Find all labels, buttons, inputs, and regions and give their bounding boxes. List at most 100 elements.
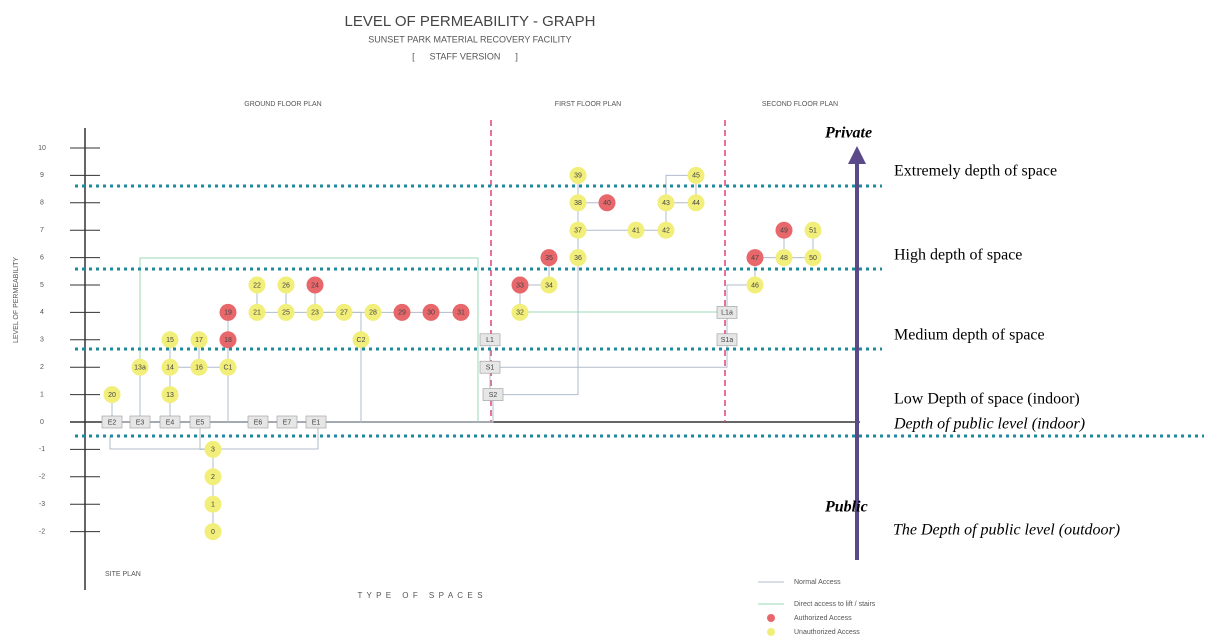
space-node	[364, 303, 382, 321]
junction	[101, 415, 123, 429]
node-label: 34	[545, 282, 553, 289]
node-label: C2	[357, 337, 366, 344]
access-line	[665, 174, 696, 203]
node-label: 33	[516, 282, 524, 289]
annotation: Depth of public level (indoor)	[893, 416, 1085, 433]
space-node	[190, 358, 208, 376]
junction	[305, 415, 327, 429]
annotation: High depth of space	[894, 247, 1022, 264]
space-node	[569, 166, 587, 184]
node-label: E4	[166, 419, 175, 426]
space-node	[103, 386, 121, 404]
node-label: S2	[489, 392, 498, 399]
space-node	[131, 358, 149, 376]
space-node	[598, 194, 616, 212]
node-label: 35	[545, 255, 553, 262]
floor-label: GROUND FLOOR PLAN	[244, 101, 321, 108]
space-node	[335, 303, 353, 321]
y-tick-label: 2	[40, 364, 44, 371]
version: [ STAFF VERSION ]	[412, 51, 518, 61]
space-node	[204, 523, 222, 541]
node-label: C1	[224, 365, 233, 372]
legend-swatch	[767, 614, 775, 622]
y-tick-label: -1	[39, 446, 45, 453]
space-node	[657, 194, 675, 212]
node-label: 27	[340, 310, 348, 317]
node-label: 45	[692, 173, 700, 180]
space-node	[687, 194, 705, 212]
access-line	[315, 311, 362, 340]
access-line	[726, 284, 755, 313]
subtitle: SUNSET PARK MATERIAL RECOVERY FACILITY	[368, 34, 571, 44]
node-label: 22	[253, 282, 261, 289]
x-axis-label: T Y P E O F S P A C E S	[357, 591, 482, 600]
space-node	[248, 303, 266, 321]
node-label: L1a	[721, 310, 733, 317]
y-tick-label: 5	[40, 282, 44, 289]
y-tick-label: 3	[40, 337, 44, 344]
site-label: SITE PLAN	[105, 571, 141, 578]
junction	[129, 415, 151, 429]
space-node	[219, 331, 237, 349]
space-node	[511, 276, 529, 294]
node-label: S1	[486, 365, 495, 372]
node-label: 50	[809, 255, 817, 262]
node-label: 42	[662, 228, 670, 235]
space-node	[569, 221, 587, 239]
node-label: 40	[603, 200, 611, 207]
node-label: 46	[751, 282, 759, 289]
node-label: 49	[780, 228, 788, 235]
node-label: 51	[809, 228, 817, 235]
space-node	[393, 303, 411, 321]
legend-entry: Direct access to lift / stairs	[794, 601, 876, 608]
space-node	[352, 331, 370, 349]
y-tick-label: 1	[40, 391, 44, 398]
space-node	[219, 358, 237, 376]
node-label: L1	[486, 337, 494, 344]
node-label: 28	[369, 310, 377, 317]
node-label: E7	[283, 419, 292, 426]
node-label: E2	[108, 419, 117, 426]
junction	[247, 415, 269, 429]
junction	[716, 333, 738, 347]
space-node	[190, 331, 208, 349]
space-node	[540, 276, 558, 294]
space-node	[452, 303, 470, 321]
node-label: 0	[211, 529, 215, 536]
node-label: 23	[311, 310, 319, 317]
access-line	[227, 367, 258, 423]
node-label: 43	[662, 200, 670, 207]
node-label: 19	[224, 310, 232, 317]
junction	[159, 415, 181, 429]
node-label: 38	[574, 200, 582, 207]
node-label: 37	[574, 228, 582, 235]
space-node	[204, 440, 222, 458]
node-label: 47	[751, 255, 759, 262]
y-tick-label: 9	[40, 172, 44, 179]
junction	[276, 415, 298, 429]
space-node	[540, 249, 558, 267]
node-label: E1	[312, 419, 321, 426]
space-node	[657, 221, 675, 239]
space-node	[569, 194, 587, 212]
space-node	[306, 276, 324, 294]
space-node	[219, 303, 237, 321]
y-tick-label: -2	[39, 528, 45, 535]
space-node	[746, 249, 764, 267]
node-label: 1	[211, 502, 215, 509]
access-line	[577, 229, 636, 258]
node-label: 48	[780, 255, 788, 262]
direct-access-line	[139, 257, 479, 422]
y-tick-label: 0	[40, 419, 44, 426]
node-label: 36	[574, 255, 582, 262]
space-node	[204, 495, 222, 513]
node-label: 2	[211, 474, 215, 481]
space-node	[277, 303, 295, 321]
legend-swatch	[767, 628, 775, 636]
node-label: 30	[427, 310, 435, 317]
annotation: Low Depth of space (indoor)	[894, 391, 1080, 408]
y-tick-label: 6	[40, 254, 44, 261]
annotation: Private	[824, 125, 872, 142]
